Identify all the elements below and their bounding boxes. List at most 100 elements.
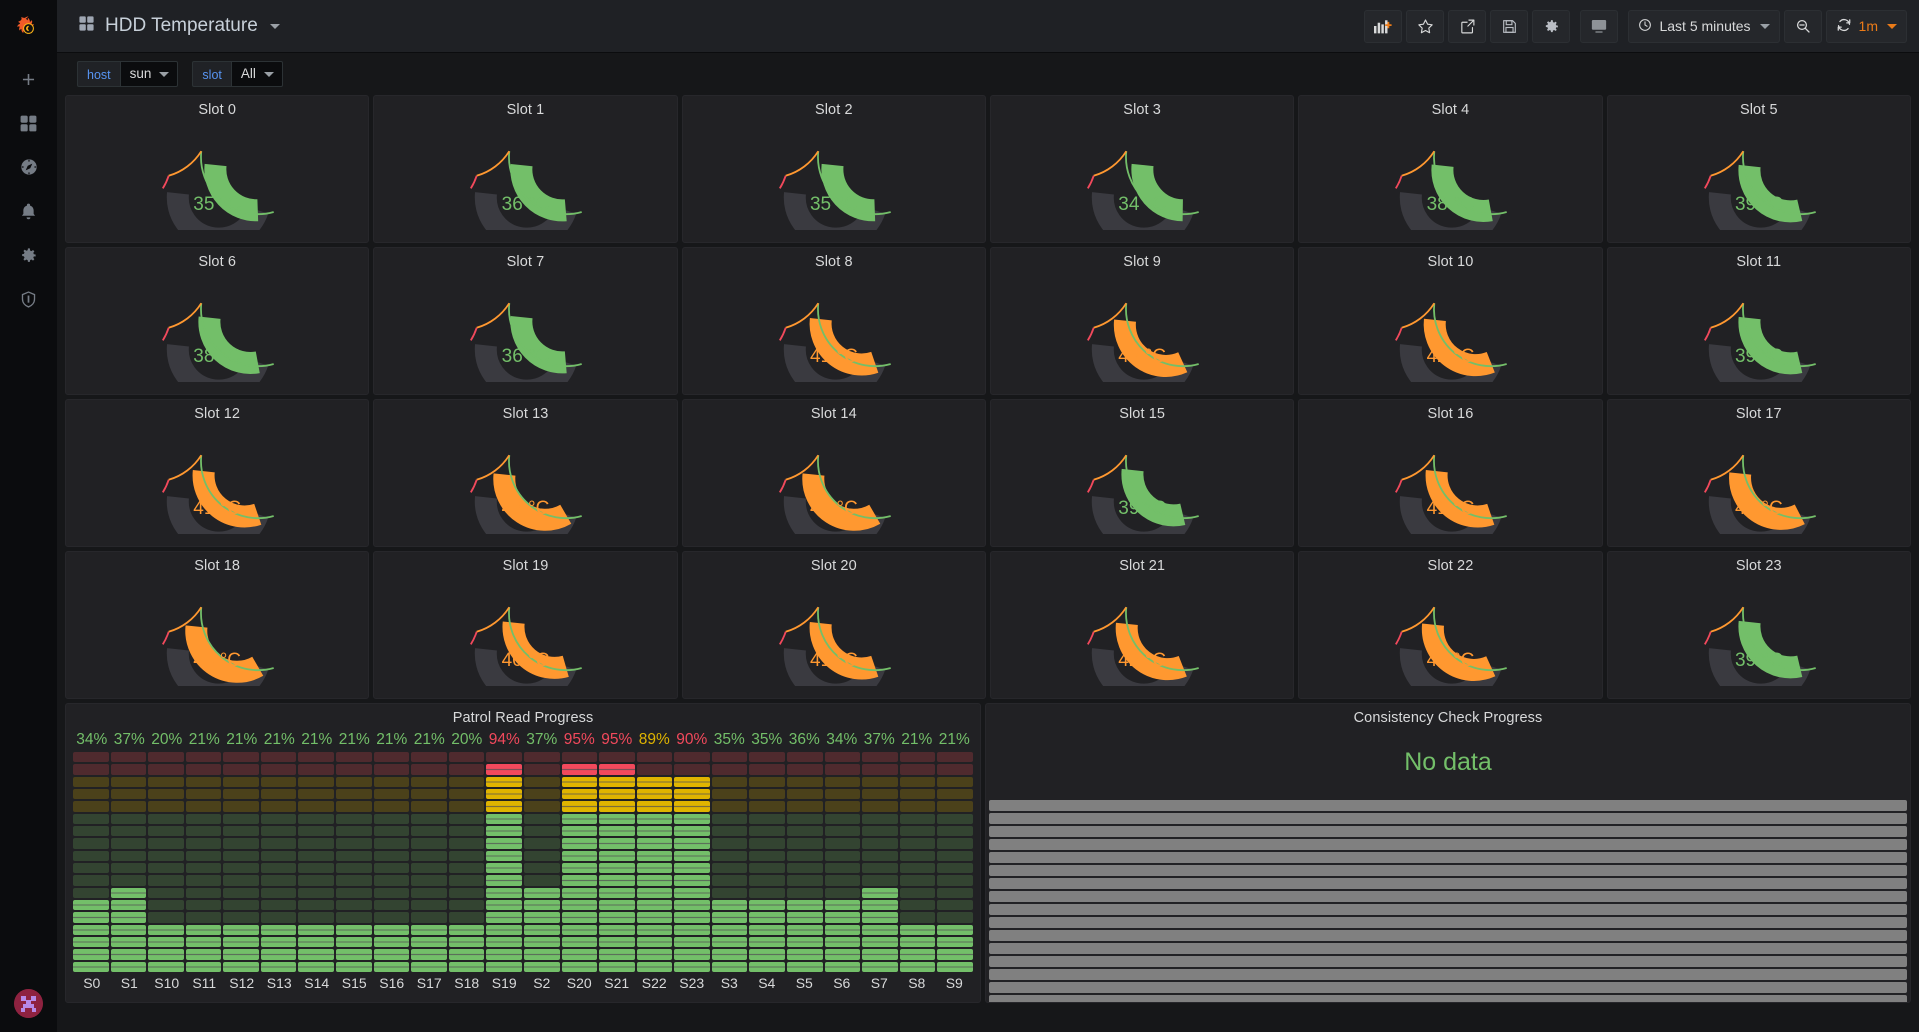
led-cell [373,788,410,800]
panel-consistency-check-progress[interactable]: Consistency Check Progress No data [985,703,1911,1003]
sidebar-item-dashboards[interactable] [0,101,57,145]
led-cell [411,776,447,787]
bar-column[interactable] [298,752,335,972]
gauge-value-text: 41 °C [1426,498,1475,519]
panel-slot-9[interactable]: Slot 9 43 °C [989,247,1295,395]
led-cell [523,764,560,775]
led-cell [448,776,485,787]
led-cell [298,776,335,787]
time-range-picker[interactable]: Last 5 minutes [1628,9,1780,43]
bar-column[interactable] [561,752,598,972]
sidebar-item-alerting[interactable] [0,189,57,233]
led-cell [862,776,898,787]
bar-column[interactable] [674,752,710,972]
bar-column[interactable] [148,752,184,972]
refresh-button[interactable]: 1m [1825,9,1907,43]
bar-column[interactable] [786,752,823,972]
led-cell [260,801,297,812]
panel-slot-23[interactable]: Slot 23 39 °C [1606,551,1911,699]
panel-slot-8[interactable]: Slot 8 41 °C [681,247,986,395]
led-cell [373,875,410,886]
panel-patrol-read-progress[interactable]: Patrol Read Progress 34% 37% 20% 21% 21% 21% 2… [65,703,981,1003]
variable-host-select[interactable]: sun [119,61,179,87]
panel-slot-15[interactable]: Slot 15 39 °C [989,399,1295,547]
bar-column[interactable] [110,752,147,972]
panel-slot-12[interactable]: Slot 12 41 °C [65,399,370,547]
led-cell [373,912,410,923]
panel-slot-17[interactable]: Slot 17 44 °C [1606,399,1911,547]
bar-column[interactable] [824,752,861,972]
panel-slot-7[interactable]: Slot 7 36 °C [373,247,678,395]
avatar[interactable] [14,989,43,1018]
panel-slot-4[interactable]: Slot 4 38 °C [1298,95,1603,243]
panel-slot-6[interactable]: Slot 6 38 °C [65,247,370,395]
panel-slot-22[interactable]: Slot 22 43 °C [1298,551,1603,699]
tv-mode-button[interactable] [1580,9,1619,43]
bar-column[interactable] [223,752,259,972]
gauge-row: Slot 6 38 °C Slot 7 36 °C Slot 8 41 °C Slot 9 4… [65,247,1911,395]
panel-slot-13[interactable]: Slot 13 45 °C [373,399,678,547]
panel-slot-10[interactable]: Slot 10 42 °C [1298,247,1603,395]
bar-column[interactable] [899,752,936,972]
led-cell [786,752,823,763]
bar-column[interactable] [448,752,485,972]
bar-column[interactable] [411,752,447,972]
panel-slot-2[interactable]: Slot 2 35 °C [681,95,986,243]
bar-column[interactable] [749,752,785,972]
bar-column[interactable] [260,752,297,972]
panel-slot-20[interactable]: Slot 20 41 °C [681,551,986,699]
bar-column[interactable] [523,752,560,972]
panel-slot-18[interactable]: Slot 18 45 °C [65,551,370,699]
led-cell [824,752,861,763]
panel-slot-11[interactable]: Slot 11 39 °C [1606,247,1911,395]
bar-column[interactable] [599,752,635,972]
panel-slot-1[interactable]: Slot 1 36 °C [373,95,678,243]
bar-column[interactable] [486,752,522,972]
panel-slot-16[interactable]: Slot 16 41 °C [1298,399,1603,547]
gauge-threshold-arc [1395,327,1403,341]
bar-column[interactable] [862,752,898,972]
bar-column[interactable] [336,752,372,972]
bar-column[interactable] [711,752,748,972]
bar-column[interactable] [185,752,222,972]
led-cell [448,813,485,824]
led-cell [899,936,936,948]
panel-slot-5[interactable]: Slot 5 39 °C [1606,95,1911,243]
gauge: 45 °C [683,422,985,540]
sidebar-item-explore[interactable] [0,145,57,189]
add-panel-button[interactable] [1364,9,1403,43]
sidebar-item-server-admin[interactable] [0,277,57,321]
chevron-down-icon [1759,23,1770,29]
bar-column[interactable] [73,752,109,972]
panel-slot-19[interactable]: Slot 19 40 °C [373,551,678,699]
zoom-out-button[interactable] [1783,9,1822,43]
bar-column[interactable] [636,752,673,972]
led-cell [185,801,222,812]
dashboard-settings-button[interactable] [1532,9,1571,43]
gauge-threshold-arc [1087,631,1095,645]
bar-column[interactable] [373,752,410,972]
led-cell [899,924,936,935]
panel-slot-0[interactable]: Slot 0 35 °C [65,95,370,243]
sidebar-item-configuration[interactable] [0,233,57,277]
dashboard-title-dropdown[interactable]: HDD Temperature [57,15,280,37]
led-cell [373,850,410,861]
sidebar-item-create[interactable] [0,57,57,101]
bar-axis-label: S17 [416,975,442,991]
variable-slot-select[interactable]: All [230,61,283,87]
led-cell [636,875,673,886]
grafana-logo[interactable] [0,0,57,57]
save-dashboard-button[interactable] [1490,9,1529,43]
panel-slot-3[interactable]: Slot 3 34 °C [989,95,1295,243]
led-cell [711,887,748,898]
bar-column[interactable] [937,752,973,972]
led-cell [411,875,447,886]
led-cell [336,776,372,787]
panel-slot-21[interactable]: Slot 21 42 °C [989,551,1295,699]
led-cell [73,825,109,837]
mark-favorite-button[interactable] [1406,9,1445,43]
share-dashboard-button[interactable] [1448,9,1487,43]
panel-slot-14[interactable]: Slot 14 45 °C [681,399,986,547]
panel-title: Slot 8 [814,254,853,270]
led-cell [260,862,297,874]
